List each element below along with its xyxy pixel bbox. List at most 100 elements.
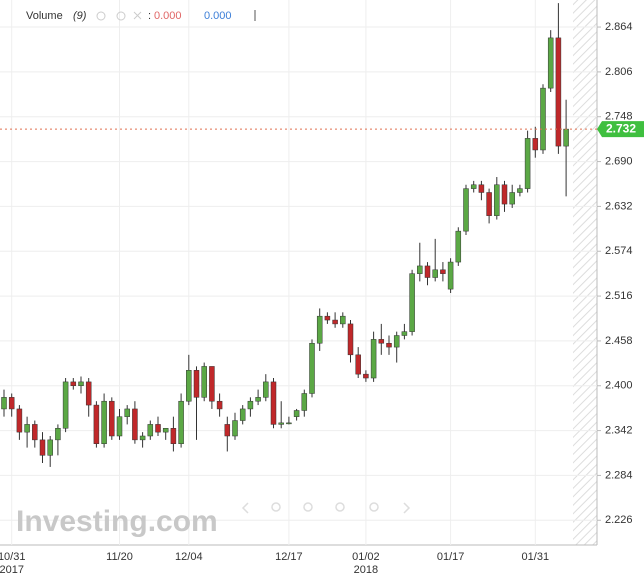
y-tick-label: 2.342 [605, 424, 633, 436]
candle-body [70, 381, 77, 387]
candle-body [62, 381, 69, 429]
candle-body [447, 261, 454, 290]
candle-body [509, 192, 515, 205]
candle-body [417, 265, 423, 274]
candle-body [470, 184, 477, 189]
candle-body [340, 315, 346, 325]
candle-body [8, 397, 15, 410]
indicator-value: 0.000 [204, 10, 232, 22]
candle-body [85, 381, 92, 406]
zoom-out [271, 502, 281, 512]
x-tick-label: 12/04 [175, 551, 203, 563]
candle-body [155, 424, 161, 433]
zoom-in [335, 502, 345, 512]
close-icon[interactable] [133, 11, 142, 20]
indicator-period: (9) [73, 10, 87, 22]
candle-body [547, 37, 554, 89]
last-price-flag [597, 121, 644, 138]
candle-body [393, 335, 400, 348]
y-tick-label: 2.226 [605, 514, 633, 526]
candles [1, 3, 569, 467]
candle-body [139, 435, 146, 441]
candle-body [286, 422, 292, 425]
nav-left [241, 502, 249, 514]
candle-body [293, 410, 300, 417]
candle-body [555, 37, 562, 147]
candle-body [186, 370, 192, 402]
candle-body [432, 269, 438, 278]
candle-body [517, 188, 523, 193]
candle-body [455, 230, 462, 263]
candle-body [524, 138, 531, 189]
candle-body [540, 87, 546, 151]
candle-body [209, 366, 215, 402]
candle-body [1, 397, 7, 410]
candle-body [162, 428, 169, 433]
candle-body [486, 192, 492, 216]
candle-body [563, 128, 569, 147]
candle-body [440, 269, 446, 274]
candle-body [216, 400, 223, 410]
candle-body [116, 416, 123, 437]
candle-body [278, 422, 284, 425]
candle-body [401, 331, 408, 336]
candle-body [270, 381, 277, 425]
y-tick-label: 2.690 [605, 155, 633, 167]
eye-icon[interactable] [96, 11, 106, 21]
candle-body [332, 319, 338, 325]
candle-body [309, 342, 315, 394]
y-tick-label: 2.748 [605, 111, 633, 123]
candle-body [239, 408, 246, 421]
candle-body [78, 381, 84, 387]
zoom-fit [369, 502, 379, 512]
last-price-label: 2.732 [606, 121, 636, 135]
indicator-separator: : [148, 10, 151, 22]
future-area [573, 0, 597, 545]
indicator-legend: Volume (9) : 0.000 0.000 [26, 10, 256, 22]
candle-body [478, 184, 485, 193]
candle-body [147, 424, 154, 437]
candle-body [193, 370, 200, 398]
x-tick-label: 01/31 [522, 551, 550, 563]
candle-body [255, 397, 261, 402]
x-tick-label: 12/17 [275, 551, 303, 563]
candle-body [532, 138, 539, 151]
candle-body [224, 424, 231, 437]
indicator-value: 0.000 [154, 10, 182, 22]
candle-body [93, 404, 100, 444]
zoom-reset [303, 502, 313, 512]
y-tick-label: 2.864 [605, 21, 633, 33]
settings-icon[interactable] [116, 11, 126, 21]
watermark: Investing.com [16, 505, 218, 538]
candle-body [178, 400, 184, 444]
candle-body [55, 428, 61, 441]
candle-body [378, 339, 385, 344]
candle-body [247, 400, 254, 410]
y-tick-label: 2.400 [605, 380, 633, 392]
y-tick-label: 2.806 [605, 66, 633, 78]
x-year-label: 2018 [354, 564, 378, 576]
candle-body [301, 393, 308, 411]
nav-right [403, 502, 411, 514]
y-tick-label: 2.516 [605, 290, 633, 302]
indicator-name: Volume [26, 10, 63, 22]
nav-icons [241, 502, 411, 514]
candle-body [409, 273, 415, 332]
grid [0, 0, 601, 545]
candle-body [355, 354, 361, 375]
y-tick-label: 2.632 [605, 200, 633, 212]
x-tick-label: 10/31 [0, 551, 25, 563]
x-tick-label: 11/20 [106, 551, 133, 563]
candle-body [170, 428, 177, 444]
candle-body [316, 315, 323, 344]
candle-body [47, 439, 53, 456]
y-tick-label: 2.284 [605, 469, 633, 481]
candle-body [463, 188, 469, 232]
candle-body [386, 342, 392, 348]
candle-body [347, 323, 354, 356]
candle-body [132, 408, 138, 441]
y-tick-label: 2.574 [605, 245, 633, 257]
candle-body [201, 366, 207, 398]
candle-body [494, 184, 500, 216]
